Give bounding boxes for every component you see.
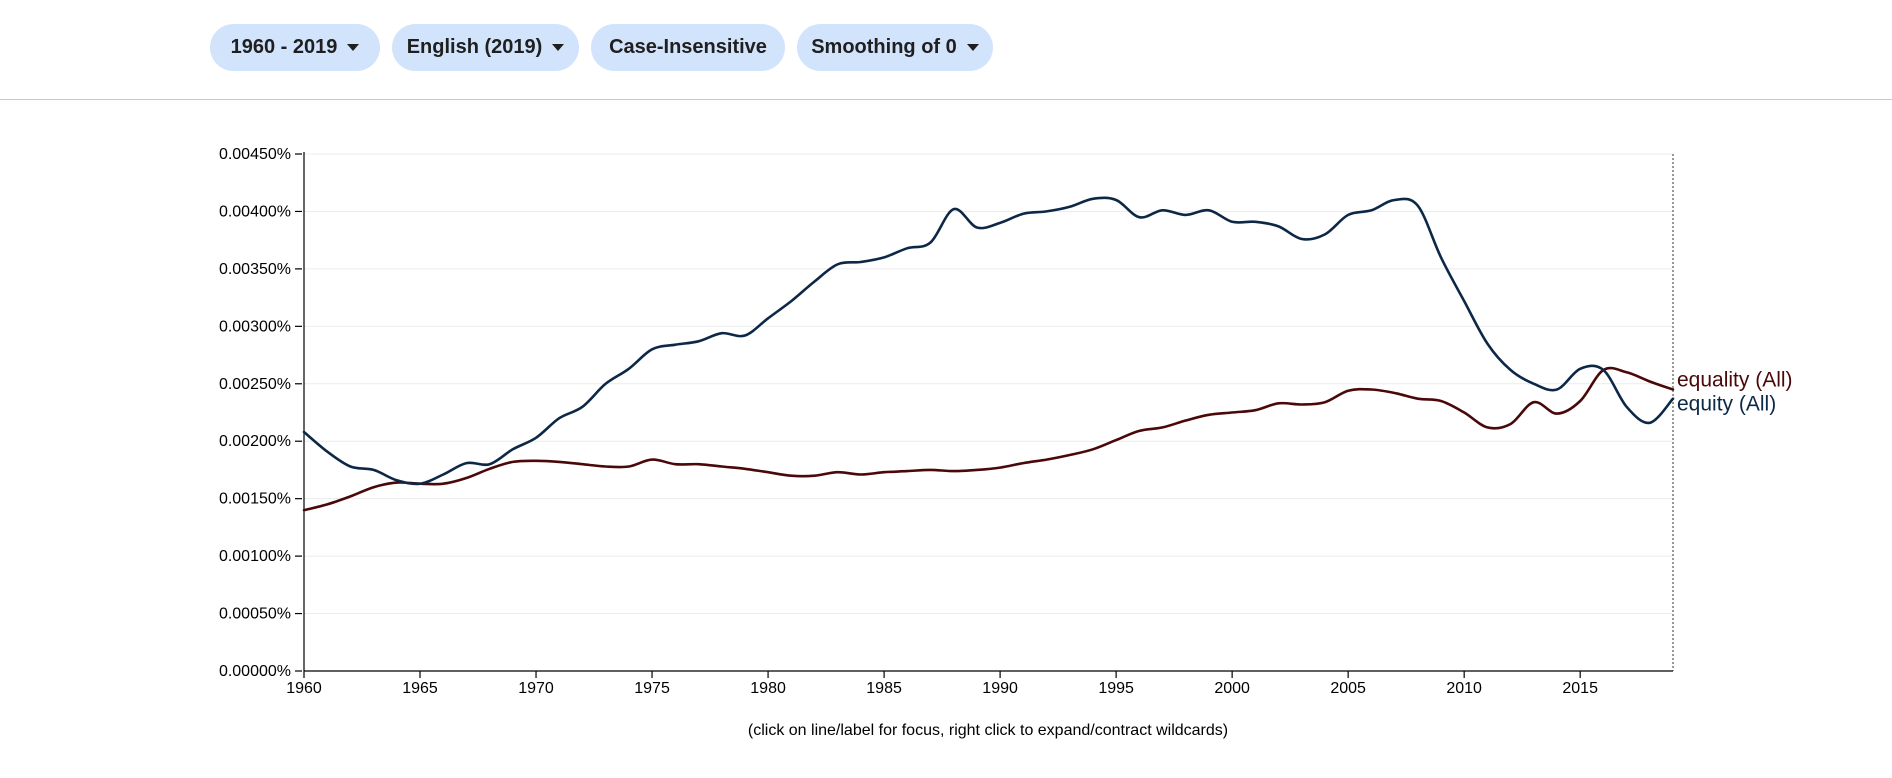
case-insensitive-toggle[interactable]: Case-Insensitive bbox=[591, 24, 785, 71]
y-tick-label: 0.00400% bbox=[219, 203, 291, 220]
chevron-down-icon bbox=[552, 44, 565, 51]
case-label: Case-Insensitive bbox=[609, 36, 767, 58]
x-tick-label: 1960 bbox=[286, 680, 322, 697]
y-tick-label: 0.00050% bbox=[219, 606, 291, 623]
smoothing-label: Smoothing of 0 bbox=[811, 36, 957, 58]
series-line-equity[interactable] bbox=[302, 196, 1675, 486]
x-tick-label: 1990 bbox=[982, 680, 1018, 697]
x-tick-label: 1970 bbox=[518, 680, 554, 697]
toolbar: 1960 - 2019 English (2019) Case-Insensit… bbox=[0, 0, 1892, 100]
corpus-dropdown[interactable]: English (2019) bbox=[392, 24, 579, 71]
x-tick-label: 1995 bbox=[1098, 680, 1134, 697]
y-tick-label: 0.00350% bbox=[219, 261, 291, 278]
series-label-equity[interactable]: equity (All) bbox=[1677, 392, 1776, 415]
date-range-dropdown[interactable]: 1960 - 2019 bbox=[210, 24, 380, 71]
x-tick-label: 2000 bbox=[1214, 680, 1250, 697]
date-range-label: 1960 - 2019 bbox=[230, 36, 338, 58]
axes: 0.00000% 0.00050% 0.00100% 0.00150% 0.00200%… bbox=[219, 146, 1674, 697]
y-tick-label: 0.00200% bbox=[219, 433, 291, 450]
x-tick-label: 1975 bbox=[634, 680, 670, 697]
series-labels: equality (All)equity (All) bbox=[1677, 368, 1793, 415]
smoothing-dropdown[interactable]: Smoothing of 0 bbox=[797, 24, 993, 71]
corpus-label: English (2019) bbox=[406, 36, 543, 58]
y-tick-label: 0.00000% bbox=[219, 663, 291, 680]
series-line-equality[interactable] bbox=[302, 366, 1675, 512]
x-tick-label: 2010 bbox=[1446, 680, 1482, 697]
series-label-equality[interactable]: equality (All) bbox=[1677, 368, 1793, 391]
chevron-down-icon bbox=[966, 44, 979, 51]
y-tick-label: 0.00300% bbox=[219, 318, 291, 335]
ngram-chart: 0.00000% 0.00050% 0.00100% 0.00150% 0.00200%… bbox=[219, 146, 1793, 697]
x-tick-label: 1980 bbox=[750, 680, 786, 697]
y-tick-label: 0.00450% bbox=[219, 146, 291, 163]
x-tick-label: 1985 bbox=[866, 680, 902, 697]
series-lines bbox=[302, 196, 1675, 512]
x-tick-label: 2015 bbox=[1562, 680, 1598, 697]
chart-hint: (click on line/label for focus, right cl… bbox=[747, 722, 1229, 739]
x-tick-label: 1965 bbox=[402, 680, 438, 697]
chevron-down-icon bbox=[347, 44, 360, 51]
y-tick-label: 0.00150% bbox=[219, 491, 291, 508]
grid-lines bbox=[304, 153, 1673, 615]
x-tick-label: 2005 bbox=[1330, 680, 1366, 697]
y-tick-label: 0.00250% bbox=[219, 376, 291, 393]
y-tick-label: 0.00100% bbox=[219, 548, 291, 565]
